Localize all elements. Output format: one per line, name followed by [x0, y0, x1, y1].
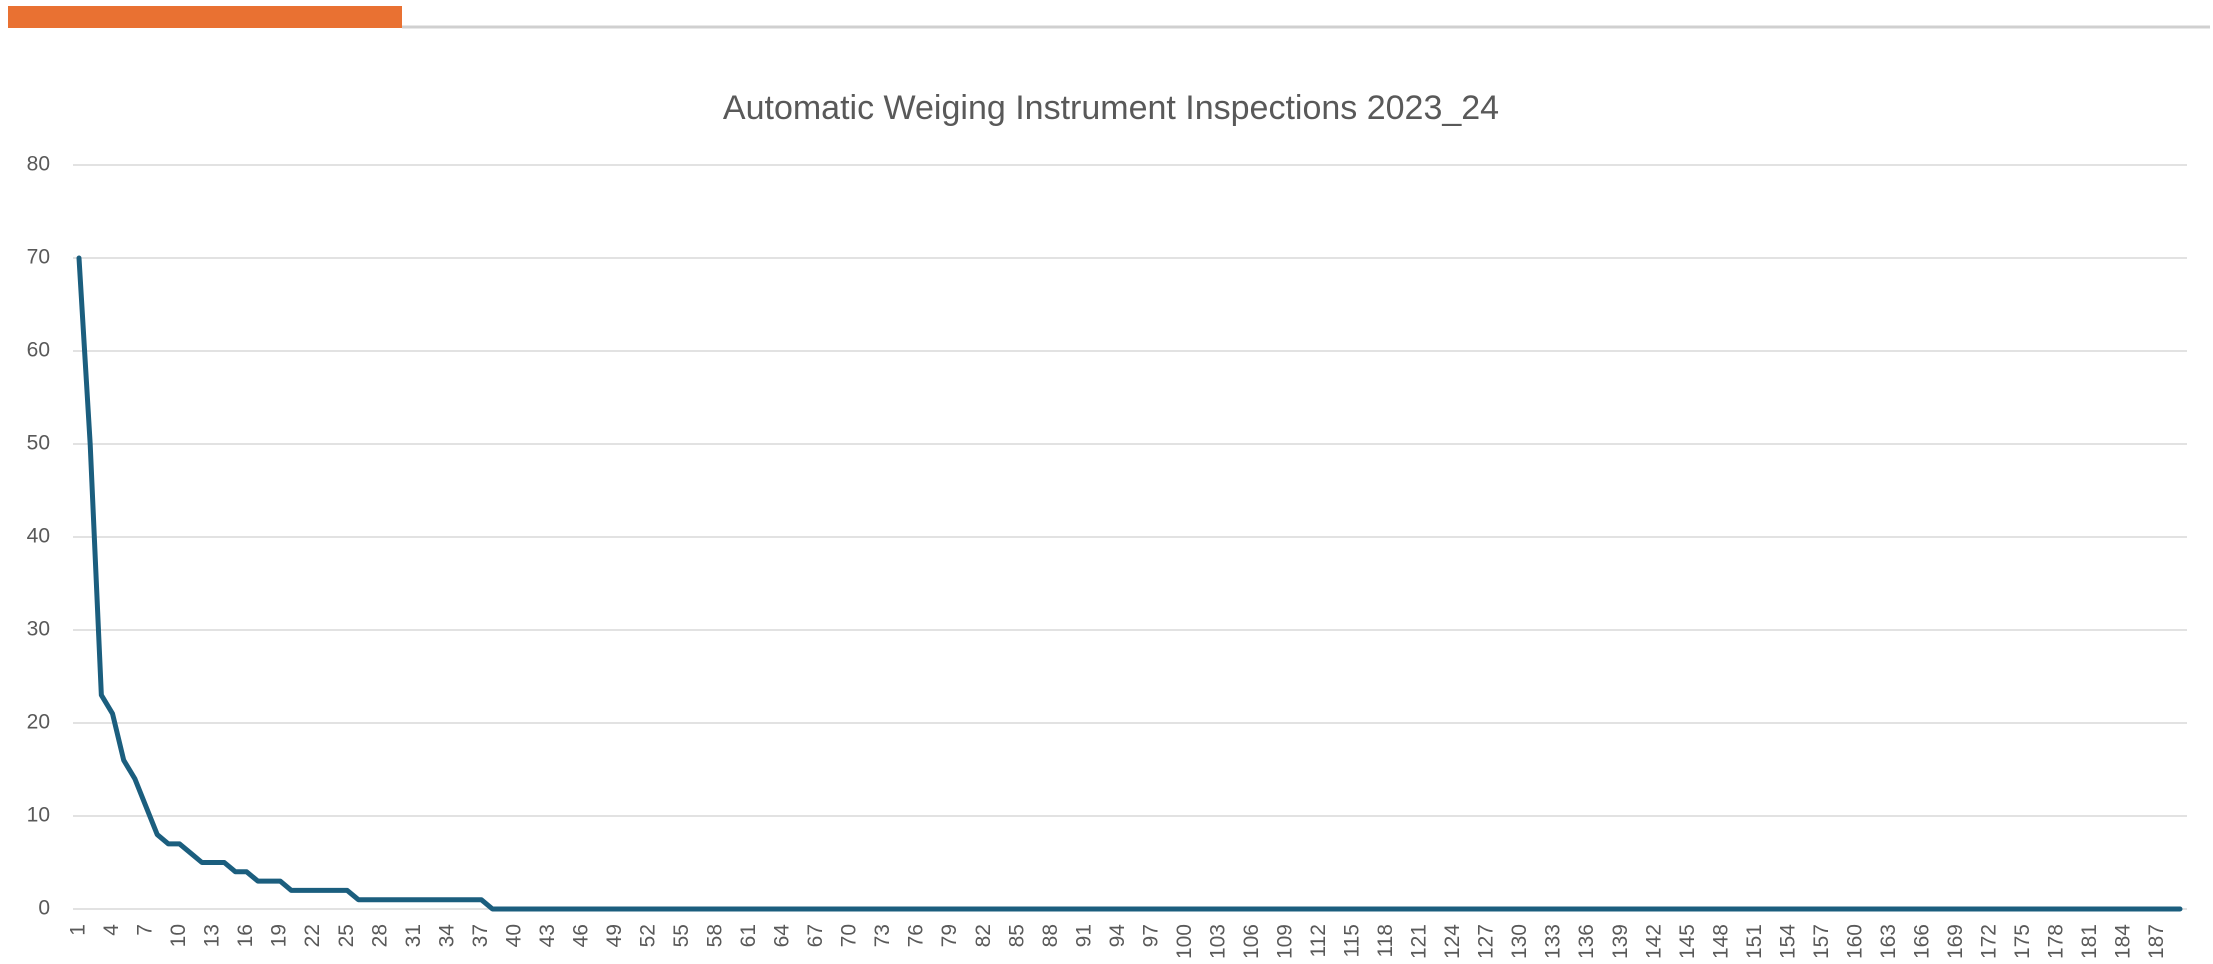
x-tick-label: 61 — [737, 924, 760, 947]
x-tick-label: 139 — [1609, 924, 1632, 959]
x-tick-label: 127 — [1475, 924, 1498, 959]
x-tick-label: 79 — [938, 924, 961, 947]
x-tick-label: 130 — [1508, 924, 1531, 959]
x-tick-label: 85 — [1005, 924, 1028, 947]
x-tick-label: 103 — [1206, 924, 1229, 959]
x-tick-label: 157 — [1810, 924, 1833, 959]
x-tick-label: 163 — [1877, 924, 1900, 959]
x-tick-label: 52 — [636, 924, 659, 947]
header-bar — [8, 6, 402, 28]
y-tick-label: 30 — [27, 618, 50, 641]
x-tick-label: 115 — [1341, 924, 1364, 957]
x-tick-label: 10 — [167, 924, 190, 947]
x-tick-label: 175 — [2011, 924, 2034, 959]
y-tick-label: 0 — [38, 897, 50, 920]
y-tick-label: 60 — [27, 339, 50, 362]
x-tick-label: 184 — [2112, 924, 2135, 959]
x-tick-label: 67 — [804, 924, 827, 947]
x-tick-label: 40 — [502, 924, 525, 947]
x-tick-label: 100 — [1173, 924, 1196, 959]
x-tick-label: 148 — [1709, 924, 1732, 959]
y-tick-label: 10 — [27, 804, 50, 827]
x-tick-label: 28 — [368, 924, 391, 947]
x-tick-label: 55 — [670, 924, 693, 947]
x-tick-label: 37 — [469, 924, 492, 947]
x-tick-label: 13 — [201, 924, 224, 947]
x-tick-label: 94 — [1106, 924, 1129, 948]
x-tick-label: 187 — [2145, 924, 2168, 959]
x-tick-label: 121 — [1408, 924, 1431, 959]
x-tick-label: 1 — [67, 924, 90, 936]
x-tick-label: 109 — [1274, 924, 1297, 959]
x-tick-label: 82 — [972, 924, 995, 947]
x-tick-label: 145 — [1676, 924, 1699, 959]
x-tick-label: 58 — [704, 924, 727, 947]
x-tick-label: 43 — [536, 924, 559, 947]
x-tick-label: 46 — [569, 924, 592, 947]
x-tick-label: 136 — [1575, 924, 1598, 959]
x-tick-label: 31 — [402, 924, 425, 947]
x-tick-label: 160 — [1843, 924, 1866, 959]
x-tick-label: 169 — [1944, 924, 1967, 959]
x-tick-label: 154 — [1776, 924, 1799, 959]
x-tick-label: 172 — [1978, 924, 2001, 959]
x-tick-label: 124 — [1441, 924, 1464, 959]
y-tick-label: 70 — [27, 246, 50, 269]
x-tick-label: 4 — [100, 924, 123, 936]
x-tick-label: 73 — [871, 924, 894, 947]
x-tick-label: 76 — [905, 924, 928, 947]
x-tick-label: 25 — [335, 924, 358, 947]
y-tick-label: 50 — [27, 432, 50, 455]
x-tick-label: 112 — [1307, 924, 1330, 957]
x-tick-label: 166 — [1911, 924, 1934, 959]
x-tick-label: 151 — [1743, 924, 1766, 959]
x-tick-label: 34 — [435, 924, 458, 948]
x-tick-label: 19 — [268, 924, 291, 947]
x-tick-label: 97 — [1139, 924, 1162, 947]
x-tick-label: 22 — [301, 924, 324, 947]
data-line — [76, 255, 2183, 912]
x-tick-label: 16 — [234, 924, 257, 947]
x-tick-label: 142 — [1642, 924, 1665, 959]
x-tick-label: 91 — [1072, 924, 1095, 947]
y-tick-label: 80 — [27, 153, 50, 176]
x-tick-label: 118 — [1374, 924, 1397, 957]
chart-title: Automatic Weiging Instrument Inspections… — [723, 89, 1499, 127]
x-tick-label: 7 — [134, 924, 157, 936]
x-tick-label: 88 — [1039, 924, 1062, 947]
x-tick-label: 64 — [771, 924, 794, 948]
x-tick-label: 178 — [2045, 924, 2068, 959]
x-tick-label: 70 — [838, 924, 861, 947]
y-tick-label: 40 — [27, 525, 50, 548]
x-tick-label: 133 — [1542, 924, 1565, 959]
x-tick-label: 106 — [1240, 924, 1263, 959]
x-tick-label: 181 — [2078, 924, 2101, 959]
y-tick-label: 20 — [27, 711, 50, 734]
x-tick-label: 49 — [603, 924, 626, 947]
